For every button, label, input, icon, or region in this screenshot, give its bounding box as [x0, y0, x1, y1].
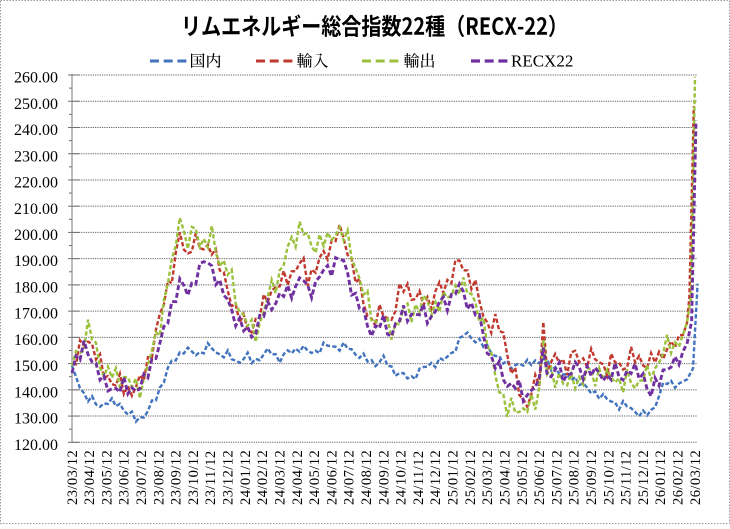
svg-text:RECX22: RECX22: [511, 52, 573, 71]
svg-text:25/10/12: 25/10/12: [601, 450, 617, 505]
svg-text:23/07/12: 23/07/12: [134, 450, 150, 505]
svg-text:25/01/12: 25/01/12: [446, 450, 462, 505]
svg-text:23/05/12: 23/05/12: [99, 450, 115, 505]
svg-text:24/05/12: 24/05/12: [307, 450, 323, 505]
svg-text:24/06/12: 24/06/12: [324, 450, 340, 505]
svg-text:25/09/12: 25/09/12: [584, 450, 600, 505]
svg-text:23/03/12: 23/03/12: [65, 450, 81, 505]
svg-text:230.00: 230.00: [14, 148, 58, 165]
svg-text:25/12/12: 25/12/12: [636, 450, 652, 505]
svg-text:150.00: 150.00: [14, 358, 58, 375]
svg-text:120.00: 120.00: [14, 437, 58, 454]
svg-text:24/10/12: 24/10/12: [394, 450, 410, 505]
svg-text:25/11/12: 25/11/12: [619, 450, 635, 505]
svg-text:170.00: 170.00: [14, 306, 58, 323]
svg-text:23/09/12: 23/09/12: [169, 450, 185, 505]
svg-text:25/08/12: 25/08/12: [567, 450, 583, 505]
svg-text:24/02/12: 24/02/12: [255, 450, 271, 505]
svg-text:26/03/12: 26/03/12: [688, 450, 704, 505]
svg-text:200.00: 200.00: [14, 227, 58, 244]
svg-text:23/06/12: 23/06/12: [117, 450, 133, 505]
svg-text:23/11/12: 23/11/12: [203, 450, 219, 505]
svg-text:210.00: 210.00: [14, 201, 58, 218]
svg-text:25/06/12: 25/06/12: [532, 450, 548, 505]
svg-text:23/10/12: 23/10/12: [186, 450, 202, 505]
svg-text:26/02/12: 26/02/12: [671, 450, 687, 505]
svg-text:25/02/12: 25/02/12: [463, 450, 479, 505]
svg-text:25/03/12: 25/03/12: [480, 450, 496, 505]
svg-text:180.00: 180.00: [14, 280, 58, 297]
svg-text:24/07/12: 24/07/12: [342, 450, 358, 505]
svg-text:160.00: 160.00: [14, 332, 58, 349]
svg-text:23/08/12: 23/08/12: [151, 450, 167, 505]
svg-text:23/04/12: 23/04/12: [82, 450, 98, 505]
svg-text:25/04/12: 25/04/12: [498, 450, 514, 505]
svg-text:130.00: 130.00: [14, 411, 58, 428]
svg-text:24/04/12: 24/04/12: [290, 450, 306, 505]
svg-text:24/08/12: 24/08/12: [359, 450, 375, 505]
svg-text:26/01/12: 26/01/12: [653, 450, 669, 505]
svg-text:24/03/12: 24/03/12: [273, 450, 289, 505]
svg-text:190.00: 190.00: [14, 253, 58, 270]
svg-text:220.00: 220.00: [14, 175, 58, 192]
svg-text:24/11/12: 24/11/12: [411, 450, 427, 505]
svg-text:25/05/12: 25/05/12: [515, 450, 531, 505]
svg-text:24/09/12: 24/09/12: [376, 450, 392, 505]
svg-text:250.00: 250.00: [14, 96, 58, 113]
svg-text:23/12/12: 23/12/12: [221, 450, 237, 505]
svg-text:240.00: 240.00: [14, 122, 58, 139]
svg-text:260.00: 260.00: [14, 70, 58, 87]
svg-text:25/07/12: 25/07/12: [549, 450, 565, 505]
svg-text:24/12/12: 24/12/12: [428, 450, 444, 505]
svg-text:24/01/12: 24/01/12: [238, 450, 254, 505]
svg-text:140.00: 140.00: [14, 384, 58, 401]
